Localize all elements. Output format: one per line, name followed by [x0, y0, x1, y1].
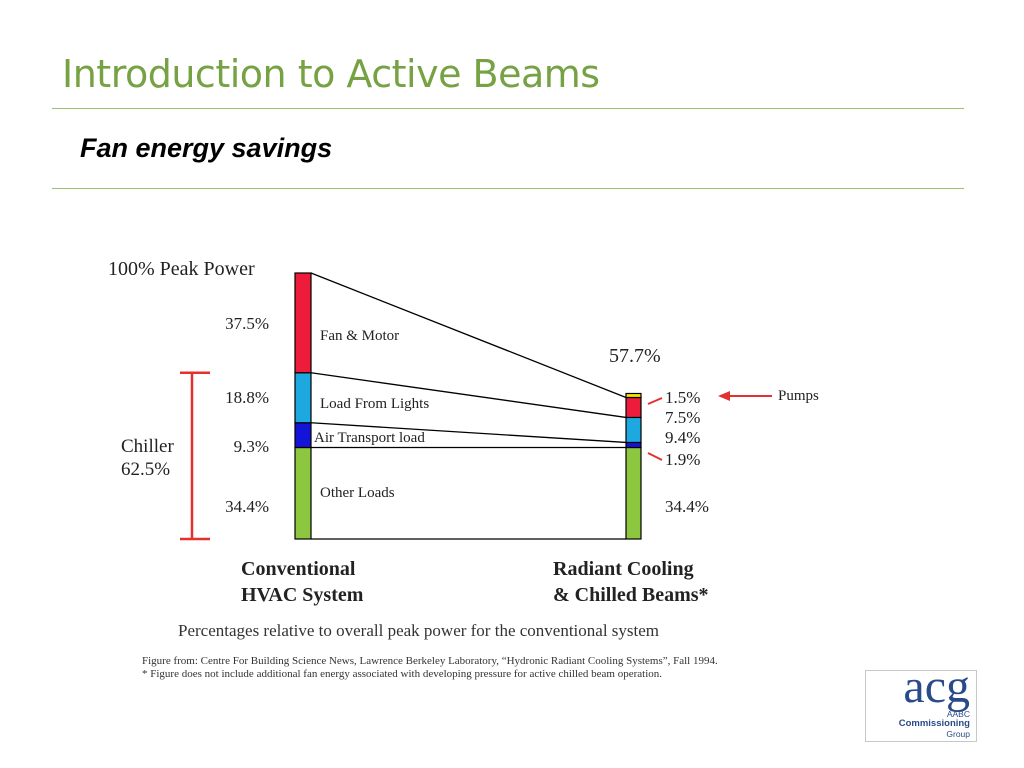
bar-segment-1-4 — [625, 392, 642, 399]
logo-subtext: AABC Commissioning Group — [899, 709, 970, 739]
logo-line-1: AABC — [946, 709, 970, 719]
bar-segment-1-3 — [625, 396, 642, 419]
left-value-label-1: 9.3% — [234, 437, 269, 456]
right-value-label-2: 9.4% — [665, 428, 700, 447]
chiller-label: Chiller — [121, 436, 174, 457]
segment-name-0: Other Loads — [320, 485, 395, 501]
bar-segment-1-0 — [625, 446, 642, 540]
pumps-tick — [647, 397, 663, 405]
chiller-percent-label: 62.5% — [121, 459, 170, 480]
bar-segment-0-2 — [294, 372, 312, 424]
pumps-arrow-head — [718, 391, 730, 401]
connector-line-3 — [310, 272, 627, 399]
right-value-label-0: 34.4% — [665, 497, 709, 516]
category-label-1-1: & Chilled Beams* — [553, 584, 709, 606]
bar-segment-1-2 — [625, 416, 642, 444]
air-tick — [647, 452, 663, 461]
left-value-label-2: 18.8% — [225, 388, 269, 407]
left-value-label-3: 37.5% — [225, 314, 269, 333]
segment-name-2: Load From Lights — [320, 396, 429, 412]
category-label-1-0: Radiant Cooling — [553, 558, 694, 580]
pumps-label: Pumps — [778, 388, 819, 404]
subtitle-divider — [52, 188, 964, 189]
chart-caption: Percentages relative to overall peak pow… — [178, 621, 659, 640]
slide-title: Introduction to Active Beams — [62, 52, 600, 96]
reduced-total-label: 57.7% — [609, 345, 661, 367]
logo-brand: acg — [903, 660, 970, 713]
logo-line-2: Commissioning — [898, 718, 970, 729]
segment-name-1: Air Transport load — [314, 430, 425, 446]
source-line-1: Figure from: Centre For Building Science… — [142, 655, 718, 667]
bar-segment-1-1 — [625, 441, 642, 449]
logo-line-3: Group — [946, 729, 970, 739]
title-divider — [52, 108, 964, 109]
source-line-2: * Figure does not include additional fan… — [142, 668, 662, 680]
connector-line-2 — [310, 372, 627, 419]
right-value-label-4: 1.5% — [665, 388, 700, 407]
peak-power-label: 100% Peak Power — [108, 258, 255, 280]
bar-segment-0-1 — [294, 422, 312, 449]
bar-segment-0-0 — [294, 446, 312, 540]
right-value-label-1: 1.9% — [665, 450, 700, 469]
left-value-label-0: 34.4% — [225, 497, 269, 516]
right-value-label-3: 7.5% — [665, 408, 700, 427]
segment-name-3: Fan & Motor — [320, 328, 399, 344]
acg-logo: acg AABC Commissioning Group — [865, 663, 977, 742]
slide-subtitle: Fan energy savings — [80, 133, 333, 163]
connector-line-1 — [310, 422, 627, 444]
bar-segment-0-3 — [294, 272, 312, 374]
category-label-0-1: HVAC System — [241, 584, 364, 606]
category-label-0-0: Conventional — [241, 558, 356, 580]
